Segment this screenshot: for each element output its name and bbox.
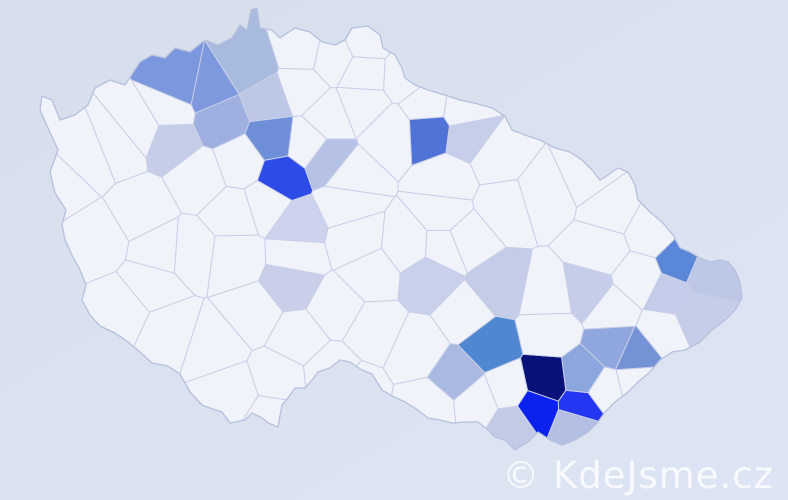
map-district bbox=[344, 25, 392, 60]
map-district bbox=[424, 230, 468, 277]
map-district bbox=[206, 280, 284, 352]
map-district bbox=[449, 208, 507, 274]
map-district bbox=[429, 279, 496, 346]
map-district bbox=[483, 357, 528, 410]
map-district bbox=[287, 115, 328, 169]
map-district bbox=[131, 79, 196, 126]
country-outline bbox=[39, 7, 743, 451]
map-district bbox=[332, 247, 401, 303]
map-district bbox=[243, 180, 293, 239]
